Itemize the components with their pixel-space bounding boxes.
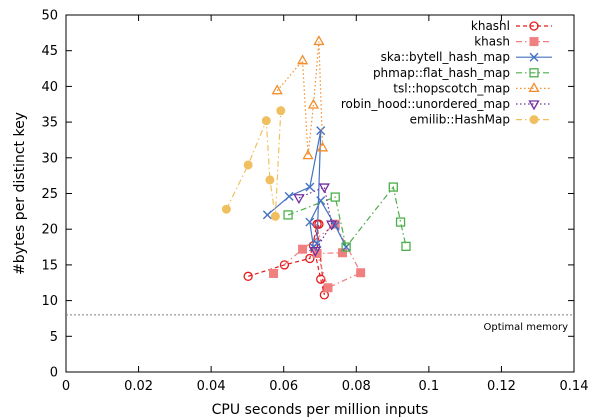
data-point	[356, 268, 366, 278]
y-axis-title: #bytes per distinct key	[12, 112, 28, 275]
series-line	[247, 224, 325, 296]
y-tick-label: 35	[41, 116, 58, 131]
data-point	[305, 253, 315, 264]
data-point	[326, 220, 338, 231]
data-point	[271, 84, 283, 95]
y-axis: 0 5 10 15 20 25 30 35 40 45 50	[41, 9, 574, 381]
data-point	[323, 283, 333, 293]
y-tick-label: 15	[41, 258, 58, 273]
data-point	[279, 260, 290, 270]
legend-label: robin_hood::unordered_map	[341, 97, 510, 111]
series-phmap-flat-hash-map	[283, 182, 411, 252]
data-point	[283, 210, 293, 220]
data-point	[293, 194, 305, 205]
data-point	[395, 217, 406, 227]
y-tick-label: 25	[41, 187, 58, 202]
optimal-memory-label: Optimal memory	[483, 322, 568, 333]
x-tick-label: 0.1	[419, 379, 440, 394]
legend-label: ska::bytell_hash_map	[381, 50, 510, 64]
legend-item: khash	[474, 35, 552, 49]
x-tick-label: 0.02	[124, 379, 153, 394]
data-point	[261, 116, 271, 126]
legend-item: tsl::hopscotch_map	[393, 81, 552, 95]
x-axis-title: CPU seconds per million inputs	[212, 402, 429, 418]
legend-marker	[529, 21, 539, 31]
series-line	[287, 185, 407, 249]
y-tick-label: 40	[41, 80, 58, 95]
data-point	[305, 182, 315, 192]
data-point	[270, 211, 280, 221]
data-point	[307, 98, 320, 109]
data-point	[265, 175, 275, 185]
legend-marker	[529, 37, 539, 47]
series-line	[276, 41, 324, 156]
legend-label: khashl	[471, 19, 510, 33]
data-point	[330, 192, 340, 202]
legend: khashlkhashska::bytell_hash_mapphmap::fl…	[341, 19, 552, 127]
legend-marker	[529, 68, 539, 78]
legend-label: khash	[474, 35, 510, 49]
legend-item: emilib::HashMap	[410, 113, 552, 127]
x-tick-label: 0	[62, 379, 70, 394]
data-point	[341, 242, 351, 252]
legend-marker	[529, 52, 539, 62]
y-tick-label: 20	[41, 223, 58, 238]
legend-marker	[529, 115, 539, 125]
legend-label: tsl::hopscotch_map	[393, 81, 510, 95]
data-point	[401, 241, 411, 251]
data-point	[269, 268, 279, 278]
optimal-memory-reference: Optimal memory	[66, 314, 574, 333]
data-point	[243, 271, 253, 281]
y-tick-label: 10	[41, 294, 58, 309]
series-robin-hood-unordered-map	[293, 183, 338, 257]
x-tick-label: 0.08	[342, 379, 371, 394]
data-point	[388, 182, 398, 192]
y-tick-label: 30	[41, 151, 58, 166]
x-tick-label: 0.04	[197, 379, 226, 394]
data-point	[284, 191, 294, 201]
data-point	[262, 210, 272, 220]
y-tick-label: 0	[50, 366, 58, 381]
x-axis: 0 0.02 0.04 0.06 0.08 0.1 0.12 0.14	[62, 15, 589, 394]
data-point	[316, 141, 329, 152]
data-point	[298, 244, 308, 254]
series-tsl-hopscotch-map	[271, 35, 329, 160]
data-point	[316, 126, 326, 136]
series-line	[225, 110, 282, 217]
y-tick-label: 5	[50, 330, 58, 345]
data-point	[313, 35, 325, 46]
legend-marker	[528, 100, 540, 111]
legend-marker	[528, 82, 540, 93]
x-tick-label: 0.12	[487, 379, 516, 394]
series-emilib-hashmap	[221, 106, 286, 221]
data-point	[305, 217, 315, 227]
legend-item: khashl	[471, 19, 552, 33]
series-line	[298, 186, 333, 251]
legend-label: phmap::flat_hash_map	[373, 66, 510, 80]
y-tick-label: 45	[41, 44, 58, 59]
x-tick-label: 0.06	[269, 379, 298, 394]
data-point	[243, 160, 253, 170]
legend-label: emilib::HashMap	[410, 113, 510, 127]
data-point	[221, 204, 231, 214]
data-point	[276, 106, 286, 116]
legend-item: phmap::flat_hash_map	[373, 66, 552, 80]
data-point	[309, 246, 321, 257]
x-tick-label: 0.14	[560, 379, 589, 394]
data-point	[341, 242, 351, 252]
data-point	[314, 219, 324, 229]
series-ska-bytell-hash-map	[262, 126, 351, 252]
series-khashl	[243, 219, 330, 300]
legend-item: robin_hood::unordered_map	[341, 97, 552, 111]
data-point	[302, 149, 314, 160]
y-tick-label: 50	[41, 9, 58, 24]
legend-item: ska::bytell_hash_map	[381, 50, 552, 64]
data-point	[318, 183, 330, 194]
data-point	[296, 54, 309, 65]
series-layer	[221, 35, 411, 300]
